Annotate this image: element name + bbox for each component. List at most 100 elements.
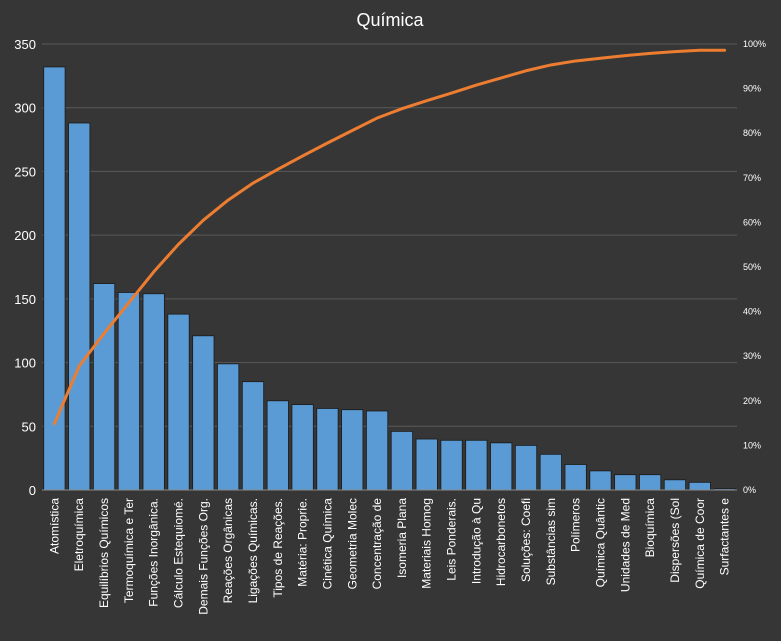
y2-tick-label: 0% <box>743 485 756 495</box>
x-tick-label: Introdução à Qu <box>469 498 483 584</box>
bar <box>366 410 389 491</box>
y-tick-label: 150 <box>14 292 36 307</box>
cumulative-point <box>251 181 255 185</box>
bar <box>167 313 190 491</box>
x-tick-label: Dispersões (Sol <box>668 498 682 583</box>
left-y-axis: 0 50 100 150 200 250 300 350 <box>14 37 36 498</box>
x-tick-label: Química de Coor <box>693 498 707 589</box>
x-tick-label: Tipos de Reações. <box>271 498 285 598</box>
cumulative-point <box>202 218 205 222</box>
cumulative-point <box>177 243 180 246</box>
cumulative-point <box>425 99 428 102</box>
y-tick-label: 0 <box>29 483 36 498</box>
x-tick-label: Isomeria Plana <box>395 498 409 578</box>
bar <box>291 404 314 491</box>
x-tick-label: Cinética Química <box>320 498 334 590</box>
bar <box>639 474 662 491</box>
bar <box>316 408 339 491</box>
cumulative-point <box>723 49 726 52</box>
x-tick-label: Cálculo Estequiomé. <box>172 498 186 608</box>
bar <box>192 335 215 491</box>
cumulative-point <box>78 364 81 368</box>
bar <box>688 481 711 491</box>
bar <box>341 409 364 491</box>
bar <box>43 66 66 491</box>
y2-tick-label: 10% <box>743 440 761 450</box>
cumulative-point <box>53 422 56 425</box>
right-y-axis: 0% 10% 20% 30% 40% 50% 60% 70% 80% 90% 100% <box>743 39 766 495</box>
cumulative-point <box>549 63 553 67</box>
x-tick-label: Eletroquímica <box>72 498 86 572</box>
x-tick-label: Unidades de Med <box>618 498 632 592</box>
bar <box>539 453 562 491</box>
cumulative-point <box>326 141 329 145</box>
y2-tick-label: 60% <box>743 217 761 227</box>
bar <box>142 293 165 491</box>
cumulative-point <box>127 301 131 304</box>
cumulative-point <box>351 129 354 132</box>
y2-tick-label: 30% <box>743 351 761 361</box>
x-tick-label: Polímeros <box>569 498 583 552</box>
cumulative-line-series <box>52 48 727 426</box>
x-tick-label: Química Quântic <box>593 498 607 587</box>
bar <box>241 381 265 491</box>
y2-tick-label: 80% <box>743 128 761 138</box>
cumulative-point <box>375 116 379 120</box>
bar <box>92 283 116 491</box>
cumulative-point <box>301 154 304 158</box>
bar <box>266 400 289 491</box>
cumulative-point <box>599 57 602 60</box>
x-tick-label: Matéria: Proprie. <box>296 498 310 587</box>
x-tick-label: Equilíbrios Químicos <box>97 498 111 608</box>
y-tick-label: 50 <box>22 419 36 434</box>
x-tick-label: Termoquímica e Ter <box>122 498 136 603</box>
y2-tick-label: 20% <box>743 396 761 406</box>
x-tick-label: Leis Ponderais. <box>445 498 459 581</box>
y2-tick-label: 90% <box>743 84 761 94</box>
cumulative-point <box>276 168 280 171</box>
bar <box>614 474 637 491</box>
cumulative-point <box>648 52 652 55</box>
cumulative-point <box>499 76 503 80</box>
y-tick-label: 300 <box>14 101 36 116</box>
bar <box>490 442 513 491</box>
x-tick-label: Concentração de <box>370 498 384 590</box>
x-tick-label: Atomística <box>47 498 61 554</box>
bar <box>415 438 438 491</box>
bar <box>663 479 687 491</box>
x-tick-label: Hidrocarbonetos <box>494 498 508 586</box>
cumulative-line <box>52 48 727 426</box>
cumulative-point <box>102 332 106 335</box>
x-tick-label: Soluções: Coefi <box>519 498 533 582</box>
bar <box>589 470 612 491</box>
cumulative-point <box>624 54 627 57</box>
x-tick-label: Bioquímica <box>643 498 657 558</box>
bar <box>465 439 488 491</box>
bar <box>217 363 240 491</box>
y-tick-label: 250 <box>14 164 36 179</box>
cumulative-point <box>524 69 528 72</box>
cumulative-point <box>450 91 453 95</box>
x-tick-label: Reações Orgânicas <box>221 498 235 603</box>
x-tick-label: Geometria Molec <box>345 498 359 589</box>
y2-tick-label: 100% <box>743 39 766 49</box>
cumulative-point <box>475 83 478 87</box>
cumulative-point <box>152 270 155 274</box>
y2-tick-label: 40% <box>743 307 761 317</box>
y-tick-label: 200 <box>14 228 36 243</box>
y-tick-label: 100 <box>14 356 36 371</box>
bar <box>514 444 538 491</box>
cumulative-point <box>698 49 701 52</box>
x-tick-label: Funções Inorgânica. <box>147 498 161 607</box>
cumulative-point <box>673 50 677 53</box>
cumulative-point <box>400 107 404 110</box>
x-tick-label: Demais Funções Org. <box>196 498 210 615</box>
x-tick-label: Surfactantes e <box>718 498 732 576</box>
bar <box>440 439 463 491</box>
bar <box>564 464 587 491</box>
y2-tick-label: 70% <box>743 173 761 183</box>
y2-tick-label: 50% <box>743 262 761 272</box>
